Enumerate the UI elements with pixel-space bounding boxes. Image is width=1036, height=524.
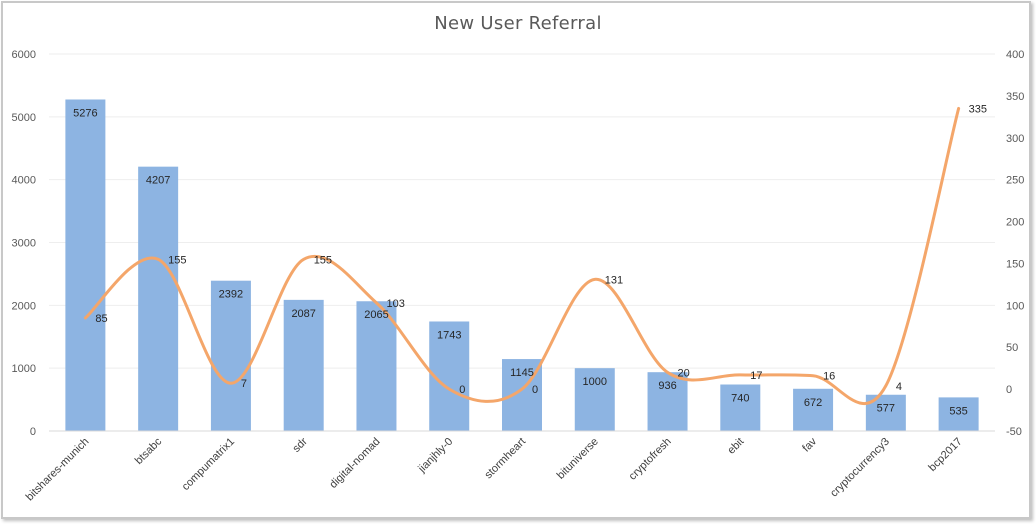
bar-data-label: 4207 <box>146 175 170 187</box>
line-data-label: 0 <box>532 384 538 396</box>
bar <box>647 372 688 431</box>
category-label: ebit <box>725 436 746 457</box>
category-label: fav <box>800 435 819 454</box>
category-label: sdr <box>291 435 311 455</box>
line-data-label: 7 <box>241 378 247 390</box>
bar <box>938 397 979 431</box>
bar-data-label: 1000 <box>583 376 607 388</box>
bar-data-label: 672 <box>804 397 822 409</box>
category-label: cryptofresh <box>627 436 674 483</box>
bar <box>356 301 397 431</box>
category-label: btsabc <box>133 435 165 467</box>
bar-data-label: 535 <box>949 405 967 417</box>
bar <box>793 388 834 431</box>
line-data-label: 335 <box>969 103 987 115</box>
bar <box>138 166 179 432</box>
category-label: jianjhly-0 <box>415 436 455 476</box>
line-data-label: 16 <box>823 371 835 383</box>
category-label: cryptocurrency3 <box>828 436 892 500</box>
category-label: bitshares-munich <box>24 436 92 504</box>
y-right-tick-label: 150 <box>1006 258 1024 270</box>
line-data-label: 103 <box>386 298 404 310</box>
line-data-label: 0 <box>459 384 465 396</box>
y-right-tick-label: 0 <box>1006 384 1012 396</box>
bar-data-label: 1145 <box>510 367 534 379</box>
y-left-tick-label: 2000 <box>12 300 36 312</box>
line-data-label: 17 <box>750 370 762 382</box>
bar-data-label: 2065 <box>364 309 388 321</box>
bar-data-label: 740 <box>731 393 749 405</box>
y-right-tick-label: 350 <box>1006 91 1024 103</box>
category-label: stormheart <box>482 436 528 482</box>
bar <box>210 280 251 431</box>
bar <box>283 299 324 431</box>
referral-line-series <box>83 106 961 405</box>
line-data-label: 20 <box>678 367 690 379</box>
y-left-tick-label: 6000 <box>12 49 36 61</box>
bar <box>65 99 106 431</box>
y-right-tick-label: 100 <box>1006 300 1024 312</box>
bar-data-label: 2392 <box>219 289 243 301</box>
chart-title: New User Referral <box>434 13 602 34</box>
y-left-tick-label: 4000 <box>12 175 36 187</box>
y-right-tick-label: 250 <box>1006 175 1024 187</box>
y-right-tick-label: 200 <box>1006 217 1024 229</box>
line-data-label: 155 <box>168 254 186 266</box>
category-label: compumatrix1 <box>180 436 237 493</box>
bar <box>574 368 615 431</box>
y-right-tick-label: 400 <box>1006 49 1024 61</box>
bar-data-label: 5276 <box>73 107 97 119</box>
line-data-label: 4 <box>896 381 902 393</box>
line-data-label: 85 <box>95 313 107 325</box>
bar-data-label: 2087 <box>291 308 315 320</box>
line-data-label: 155 <box>314 254 332 266</box>
category-label: bituniverse <box>555 436 601 482</box>
y-left-tick-label: 5000 <box>12 112 36 124</box>
y-left-tick-label: 1000 <box>12 363 36 375</box>
y-right-tick-label: 50 <box>1006 342 1018 354</box>
y-right-tick-label: -50 <box>1006 426 1022 438</box>
y-left-tick-label: 3000 <box>12 238 36 250</box>
line-data-label: 131 <box>605 274 623 286</box>
category-label: digital-nomad <box>327 436 382 491</box>
y-left-tick-label: 0 <box>30 426 36 438</box>
bar-data-label: 577 <box>877 403 895 415</box>
bar-data-label: 1743 <box>437 329 461 341</box>
bar-data-label: 936 <box>658 380 676 392</box>
y-right-tick-label: 300 <box>1006 133 1024 145</box>
category-label: bcp2017 <box>926 436 964 474</box>
bar <box>720 384 761 431</box>
